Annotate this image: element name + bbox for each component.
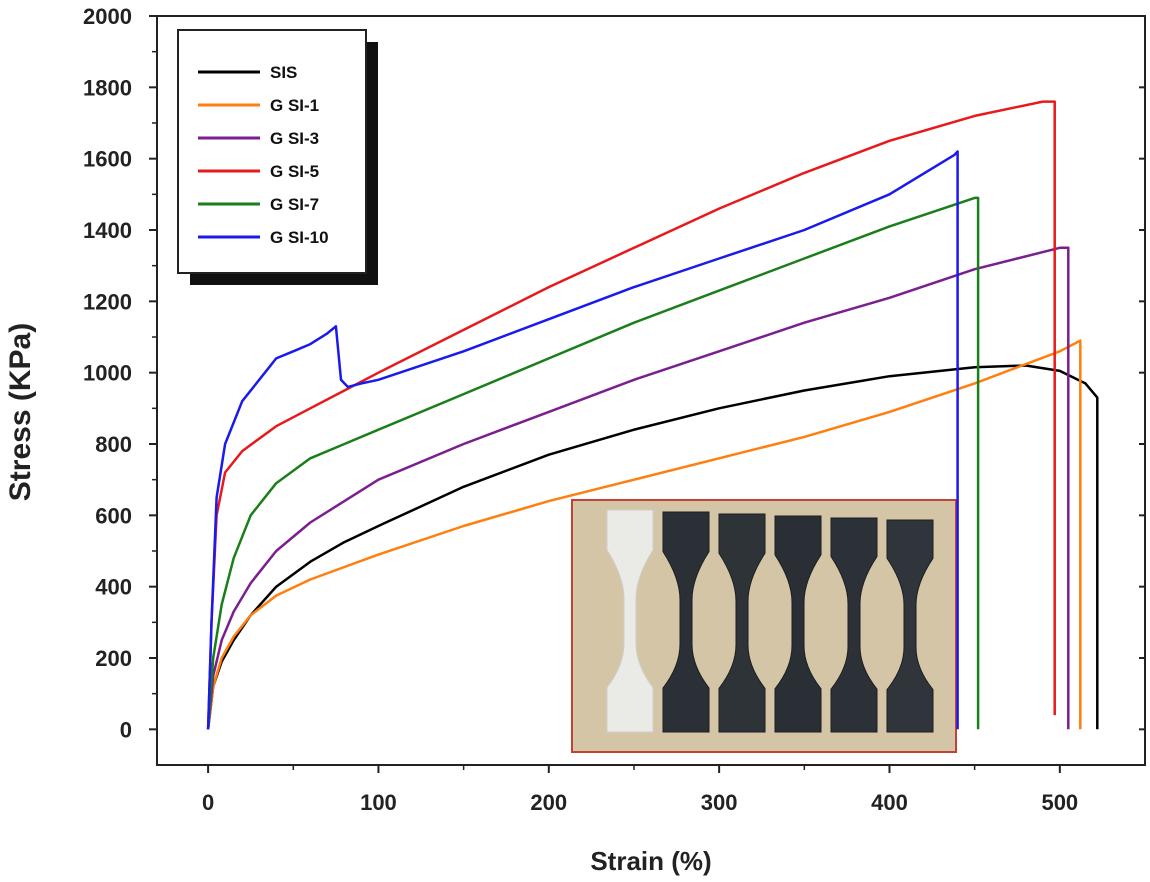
y-tick-label: 400 [95, 575, 132, 600]
series-line-g-si-10 [206, 150, 959, 730]
x-tick-label: 400 [871, 790, 908, 815]
dogbone-specimen [830, 517, 878, 733]
y-tick-label: 1000 [83, 361, 132, 386]
x-tick-label: 500 [1041, 790, 1078, 815]
legend: SIS G SI-1 G SI-3 G SI-5 G SI-7 G SI-10 [177, 29, 378, 285]
dogbone-specimen [606, 509, 654, 733]
x-tick-label: 300 [701, 790, 738, 815]
series-layer [206, 100, 1099, 730]
y-tick-label: 1800 [83, 75, 132, 100]
x-tick-label: 0 [202, 790, 214, 815]
dogbone-specimen [886, 519, 934, 733]
y-axis-title: Stress (KPa) [4, 323, 37, 501]
y-tick-label: 1600 [83, 147, 132, 172]
series-line-g-si-1 [206, 339, 1082, 730]
series-line-g-si-5 [206, 100, 1056, 730]
series-line-g-si-3 [206, 246, 1070, 730]
legend-label: G SI-3 [270, 129, 319, 148]
y-tick-label: 600 [95, 503, 132, 528]
series-line-g-si-7 [206, 196, 980, 730]
series-line-sis [206, 364, 1099, 730]
y-tick-label: 2000 [83, 4, 132, 29]
y-tick-label: 1200 [83, 289, 132, 314]
dogbone-specimen [662, 511, 710, 733]
y-tick-label: 0 [120, 717, 132, 742]
legend-label: G SI-5 [270, 162, 319, 181]
y-tick-label: 200 [95, 646, 132, 671]
x-axis-title: Strain (%) [590, 846, 711, 876]
legend-label: G SI-7 [270, 195, 319, 214]
legend-label: SIS [270, 63, 297, 82]
dogbone-specimen [718, 513, 766, 733]
x-tick-label: 100 [360, 790, 397, 815]
y-tick-label: 800 [95, 432, 132, 457]
axes: 0 100 200 300 400 500 0 200 400 600 800 1000 1200 140… [83, 4, 1145, 815]
dogbone-specimen [774, 515, 822, 733]
legend-label: G SI-1 [270, 96, 319, 115]
specimen-photo-inset [571, 499, 957, 753]
legend-label: G SI-10 [270, 228, 329, 247]
y-tick-label: 1400 [83, 218, 132, 243]
x-tick-label: 200 [530, 790, 567, 815]
